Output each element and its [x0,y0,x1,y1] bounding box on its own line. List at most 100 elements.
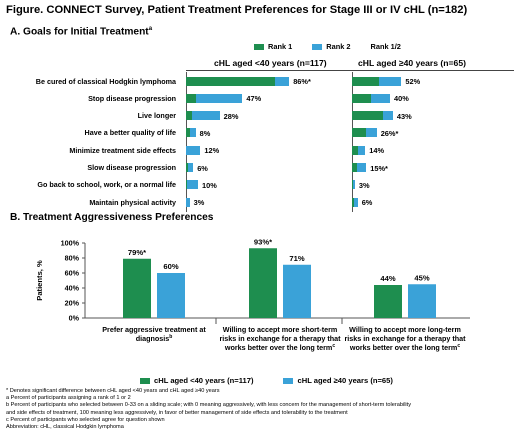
bar-rank2-under-40-5 [188,163,194,172]
group-label-over-40: cHL aged ≥40 years (n=65) [358,58,466,68]
bar-rank2-over-40-3 [366,128,377,138]
legend-label-under-40: cHL aged <40 years (n=117) [154,376,254,385]
footnote-2: a Percent of participants assigning a ra… [6,395,131,402]
bar-series1-cat0 [157,273,185,318]
category-label-line: Willing to accept more long-term [349,325,461,334]
bar-rank1-over-40-1 [352,93,371,103]
value-label-over-40-6: 3% [358,180,370,190]
bar-rank1-under-40-2 [186,111,192,121]
row-label-2: Live longer [137,111,176,121]
bar-rank2-over-40-5 [356,163,367,172]
bar-rank2-under-40-7 [186,197,190,207]
footnote-3: b Percent of participants who selected b… [6,402,412,409]
category-label-sup: c [457,343,460,349]
legend-swatch-rank1 [254,43,264,50]
bar-series1-cat2 [408,284,436,318]
bar-rank2-over-40-4 [357,145,366,155]
bar-label-series1-cat1: 71% [289,254,304,263]
bar-rank2-over-40-2 [383,111,393,121]
category-label-line: Prefer aggressive treatment at [102,325,206,334]
y-tick-label-2: 40% [65,284,80,293]
section-a-heading: A. Goals for Initial Treatmenta [10,26,152,37]
category-label-0: Prefer aggressive treatment at diagnosisb [102,325,206,343]
value-label-over-40-4: 14% [369,146,385,156]
row-label-1: Stop disease progression [88,93,176,103]
bar-label-series1-cat0: 60% [163,262,178,271]
footnote-6: Abbreviation: cHL, classical Hodgkin lym… [6,424,124,431]
section-b-heading: B. Treatment Aggressiveness Preferences [10,212,214,223]
category-label-line: risks in exchange for a therapy that [344,334,466,343]
value-label-over-40-3: 26%* [380,128,399,138]
category-label-1: Willing to accept more short-term risks i… [219,325,341,352]
legend-label-rank1: Rank 1 [268,42,293,51]
bar-rank2-over-40-6 [352,180,355,190]
footnotes: * Denotes significant difference between… [6,388,514,431]
category-label-2: Willing to accept more long-term risks in… [344,325,466,352]
legend-swatch-rank2 [312,43,323,50]
bar-rank2-under-40-4 [186,145,201,155]
legend-swatch-over-40 [283,377,294,384]
legend-swatch-under-40 [140,377,150,384]
row-label-6: Go back to school, work, or a normal lif… [37,180,176,190]
bar-rank1-over-40-7 [352,197,354,207]
bar-rank1-over-40-5 [352,163,357,172]
footnote-5: c Percent of participants who selected a… [6,416,165,423]
bar-rank1-under-40-0 [186,76,275,86]
value-label-over-40-0: 52% [405,77,421,86]
bar-rank1-over-40-0 [352,76,379,86]
legend-item-rank1: Rank 1 [254,42,292,51]
legend-item-rank2: Rank 2 [312,42,351,51]
row-label-7: Maintain physical activity [89,197,176,207]
value-label-under-40-6: 10% [202,180,217,190]
bar-series0-cat1 [249,248,277,318]
value-label-under-40-7: 3% [193,198,205,208]
bar-rank1-over-40-6 [352,180,353,190]
bar-rank2-under-40-3 [189,128,196,138]
value-label-under-40-5: 6% [197,163,208,173]
row-label-4: Minimize treatment side effects [69,145,176,155]
bar-rank1-over-40-3 [352,128,367,138]
legend-label-rank12: Rank 1/2 [370,42,401,51]
bar-rank1-under-40-5 [186,163,189,172]
y-tick-label-5: 100% [61,239,80,248]
bar-series0-cat2 [374,285,402,318]
bar-series1-cat1 [283,264,311,318]
category-label-line: works better over the long term [349,343,457,352]
section-b-legend: cHL aged <40 years (n=117) cHL aged ≥40 … [140,376,423,385]
y-axis-label: Patients, % [35,260,44,301]
bar-rank1-under-40-3 [186,128,190,138]
bar-rank2-under-40-1 [195,93,243,103]
bar-label-series1-cat2: 45% [414,273,429,282]
bar-rank1-under-40-1 [186,93,196,103]
y-tick-label-3: 60% [65,269,80,278]
value-label-under-40-2: 28% [223,111,239,121]
category-label-line: diagnosis [136,334,170,343]
bar-rank2-under-40-2 [192,111,220,121]
row-label-5: Slow disease progression [87,163,176,172]
section-a-heading-sup: a [148,26,153,32]
footnote-4: and side effects of treatment, 100 meani… [6,409,348,416]
group-rule-under-40 [186,70,356,71]
footnote-1: * Denotes significant difference between… [6,388,220,394]
bar-label-series0-cat2: 44% [380,274,395,283]
value-label-over-40-1: 40% [394,94,409,104]
legend-label-rank2: Rank 2 [326,42,351,51]
bar-rank2-over-40-7 [353,197,358,207]
row-label-0: Be cured of classical Hodgkin lymphoma [35,76,176,86]
value-label-over-40-2: 43% [396,111,412,121]
category-label-line: works better over the long term [224,343,332,352]
legend-item-under-40: cHL aged <40 years (n=117) [140,376,253,385]
group-label-under-40: cHL aged <40 years (n=117) [214,58,327,68]
row-label-3: Have a better quality of life [84,128,176,138]
section-b-chart: 0% 20% 40% 60% 80% 100% Patients, % 79%* 93%* 44%… [35,237,470,352]
category-label-line: risks in exchange for a therapy that [219,334,341,343]
value-label-under-40-4: 12% [204,146,220,156]
bar-label-series0-cat0: 79%* [128,248,146,257]
value-label-under-40-0: 86%* [293,77,311,86]
y-tick-label-0: 0% [69,314,80,323]
group-rule-over-40 [352,70,514,71]
bar-rank2-over-40-1 [371,93,390,103]
section-a-legend: Rank 1 Rank 2 Rank 1/2 [254,42,421,51]
axis-line-under-40 [186,72,187,213]
category-label-sup: c [332,343,335,349]
